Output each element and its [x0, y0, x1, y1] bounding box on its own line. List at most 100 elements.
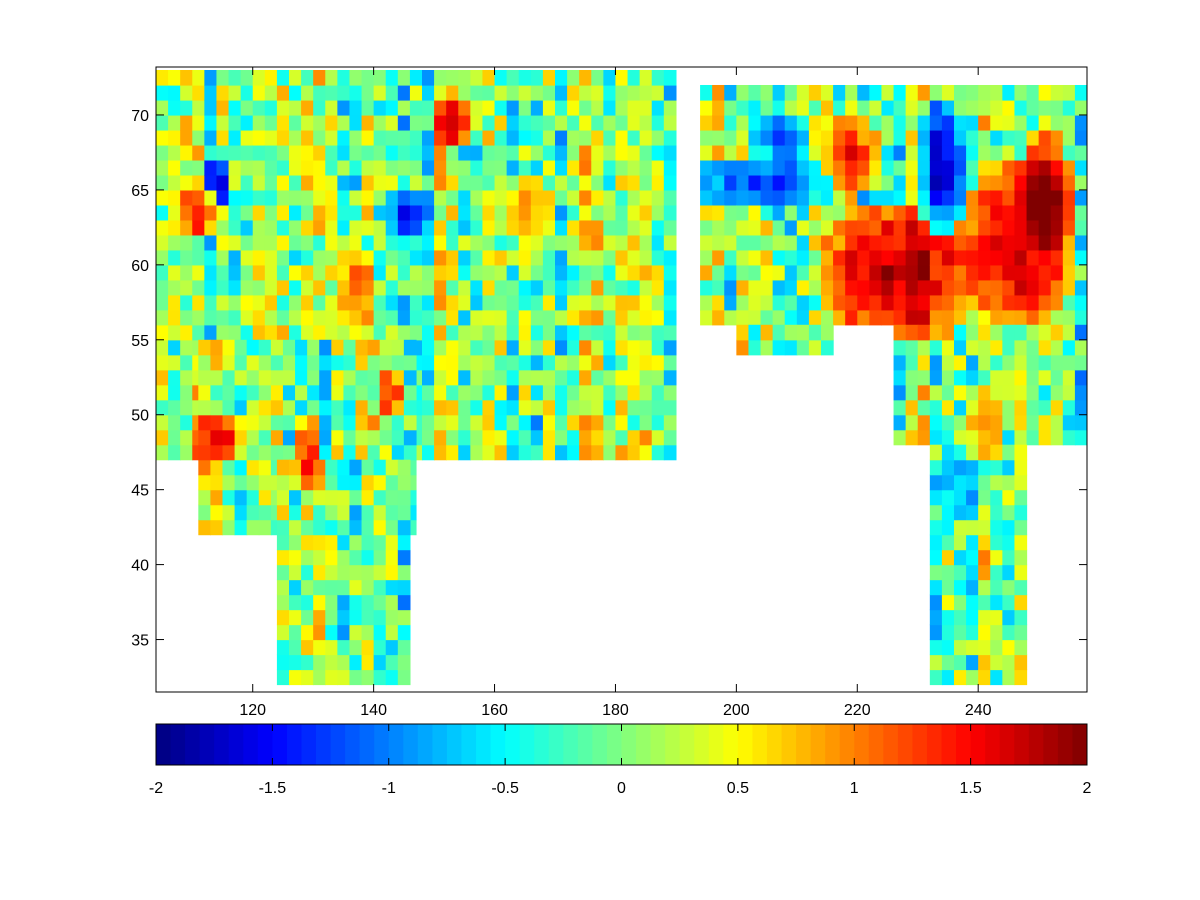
heatmap-cell [337, 264, 351, 281]
heatmap-cell [180, 174, 193, 191]
heatmap-cell [397, 129, 411, 146]
heatmap-cell [156, 309, 169, 326]
heatmap-cell [494, 99, 508, 116]
heatmap-cell [198, 459, 212, 476]
heatmap-cell [349, 624, 363, 641]
heatmap-cell [204, 309, 218, 326]
heatmap-cell [397, 144, 411, 161]
heatmap-cell [228, 144, 242, 161]
heatmap-cell [361, 489, 375, 506]
heatmap-cell [192, 174, 205, 191]
heatmap-cell [216, 159, 230, 176]
heatmap-cell [240, 324, 254, 341]
heatmap-cell [1050, 234, 1064, 251]
heatmap-cell [518, 159, 532, 176]
heatmap-cell [494, 219, 508, 236]
heatmap-cell [760, 234, 774, 251]
heatmap-cell [422, 429, 435, 446]
heatmap-cell [1038, 249, 1052, 266]
heatmap-cell [1002, 234, 1016, 251]
heatmap-cell [289, 594, 302, 611]
heatmap-cell [978, 159, 991, 176]
x-tick-label: 240 [965, 702, 992, 719]
heatmap-cell [1062, 414, 1076, 431]
heatmap-cell [1050, 384, 1064, 401]
heatmap-cell [246, 489, 260, 506]
heatmap-cell [833, 174, 846, 191]
heatmap-cell [168, 444, 181, 461]
heatmap-cell [252, 114, 266, 131]
heatmap-cell [228, 114, 242, 131]
heatmap-cell [216, 129, 230, 146]
heatmap-cell [337, 474, 351, 491]
heatmap-cell [325, 144, 338, 161]
heatmap-cell [712, 159, 725, 176]
heatmap-cell [1038, 414, 1052, 431]
heatmap-cell [639, 159, 653, 176]
heatmap-cell [258, 399, 272, 416]
heatmap-cell [397, 84, 411, 101]
heatmap-cell [289, 549, 302, 566]
heatmap-cell [567, 264, 580, 281]
colorbar-swatch [461, 724, 477, 765]
heatmap-cell [325, 564, 338, 581]
heatmap-cell [385, 294, 399, 311]
heatmap-cell [361, 99, 375, 116]
heatmap-cell [567, 234, 580, 251]
heatmap-cell [784, 309, 798, 326]
heatmap-cell [156, 339, 169, 356]
heatmap-cell [470, 264, 484, 281]
x-tick-label: 160 [481, 702, 508, 719]
heatmap-cell [869, 189, 883, 206]
heatmap-cell [434, 234, 447, 251]
heatmap-cell [156, 219, 169, 236]
heatmap-cell [264, 70, 278, 86]
heatmap-cell [234, 519, 248, 536]
heatmap-cell [222, 504, 236, 521]
heatmap-cell [966, 429, 979, 446]
heatmap-cell [349, 264, 363, 281]
heatmap-cell [1002, 84, 1016, 101]
heatmap-cell [772, 144, 786, 161]
y-tick-label: 70 [131, 108, 149, 125]
heatmap-cell [1002, 159, 1016, 176]
heatmap-cell [869, 279, 883, 296]
heatmap-cell [409, 70, 423, 86]
heatmap-cell [222, 399, 236, 416]
heatmap-cell [990, 609, 1003, 626]
heatmap-cell [929, 639, 943, 656]
heatmap-cell [857, 279, 870, 296]
heatmap-cell [361, 174, 375, 191]
heatmap-cell [1002, 669, 1016, 686]
heatmap-cell [990, 504, 1003, 521]
heatmap-cell [325, 549, 338, 566]
heatmap-cell [603, 129, 617, 146]
heatmap-cell [168, 159, 181, 176]
heatmap-cell [385, 174, 399, 191]
heatmap-cell [736, 189, 750, 206]
heatmap-cell [295, 354, 308, 371]
heatmap-cell [724, 129, 737, 146]
heatmap-cell [893, 249, 907, 266]
heatmap-cell [917, 324, 931, 341]
heatmap-cell [579, 129, 592, 146]
heatmap-cell [567, 414, 580, 431]
heatmap-cell [627, 84, 641, 101]
heatmap-cell [518, 414, 532, 431]
heatmap-cell [1002, 309, 1016, 326]
heatmap-cell [470, 414, 484, 431]
heatmap-cell [1014, 369, 1028, 386]
heatmap-cell [373, 309, 387, 326]
heatmap-cell [893, 309, 907, 326]
heatmap-cell [192, 129, 205, 146]
heatmap-cell [434, 114, 447, 131]
heatmap-cell [603, 324, 617, 341]
heatmap-cell [506, 114, 520, 131]
heatmap-cell [990, 459, 1003, 476]
heatmap-cell [180, 369, 193, 386]
heatmap-cell [301, 204, 314, 221]
heatmap-cell [1002, 174, 1016, 191]
heatmap-cell [542, 309, 556, 326]
heatmap-cell [663, 189, 677, 206]
heatmap-cell [954, 204, 967, 221]
